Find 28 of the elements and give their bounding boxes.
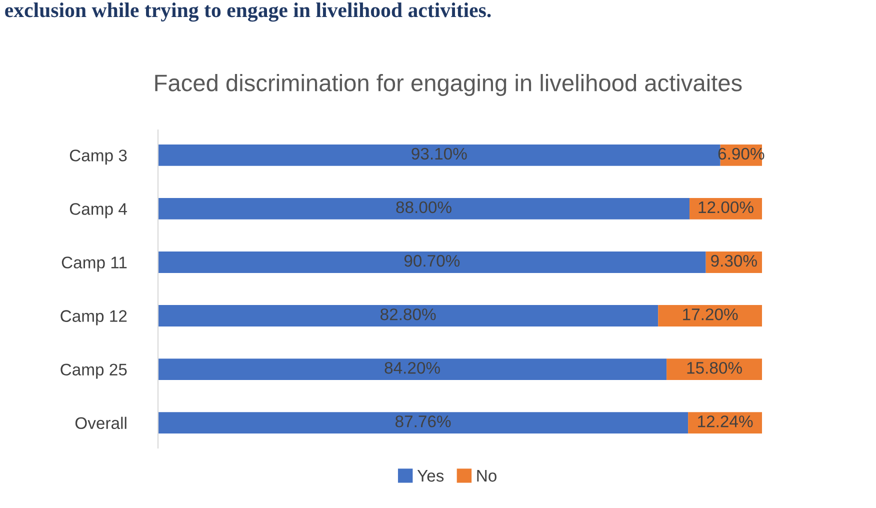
y-tick-label: Camp 4 (70, 203, 127, 218)
chart-title: Faced discrimination for engaging in livelihood activaites (155, 74, 742, 96)
bar (158, 358, 667, 380)
data-label: 12.24% (698, 416, 753, 428)
bar (158, 412, 688, 434)
data-label: 82.80% (380, 308, 436, 320)
data-label: 93.10% (412, 148, 467, 160)
bar (658, 305, 762, 326)
data-label: 84.20% (384, 362, 440, 374)
y-tick-label: Camp 11 (62, 256, 127, 272)
bar (158, 198, 690, 220)
data-label: 87.76% (395, 416, 451, 428)
bar (158, 252, 706, 273)
legend-label: No (477, 470, 496, 482)
y-tick-label: Camp 25 (60, 364, 127, 379)
data-label: 9.30% (711, 254, 757, 267)
data-label: 88.00% (396, 201, 452, 214)
data-label: 12.00% (698, 201, 754, 214)
data-label: 90.70% (404, 254, 460, 267)
text: exclusion while trying to engage in livelihood activities. (5, 2, 491, 22)
legend-label: Yes (417, 470, 444, 482)
data-label: 15.80% (687, 362, 742, 374)
data-label: 17.20% (683, 308, 738, 320)
bar (158, 305, 658, 326)
bar (666, 358, 762, 380)
y-tick-label: Camp 3 (70, 150, 127, 165)
y-tick-label: Overall (75, 416, 126, 430)
y-tick-label: Camp 12 (60, 310, 127, 326)
